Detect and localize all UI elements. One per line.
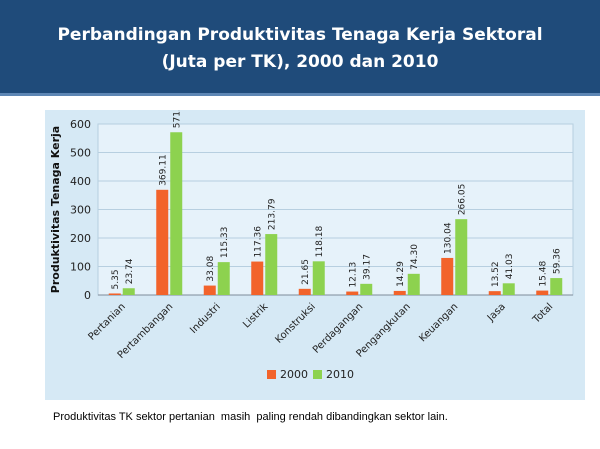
bar-2000 bbox=[393, 290, 406, 295]
x-tick-label: Listrik bbox=[241, 301, 270, 330]
data-label: 130.04 bbox=[443, 222, 453, 254]
bar-2000 bbox=[108, 293, 121, 295]
data-label: 39.17 bbox=[362, 254, 372, 280]
data-label: 15.48 bbox=[538, 261, 548, 287]
y-tick-label: 500 bbox=[70, 147, 91, 160]
data-label: 213.79 bbox=[267, 198, 277, 230]
legend-swatch-2000 bbox=[267, 370, 276, 379]
legend-label: 2010 bbox=[326, 368, 354, 381]
x-tick-label: Total bbox=[530, 301, 555, 326]
x-tick-label: Perdagangan bbox=[311, 301, 365, 355]
data-label: 23.74 bbox=[125, 258, 135, 284]
y-tick-label: 400 bbox=[70, 175, 91, 188]
data-label: 59.36 bbox=[552, 248, 562, 274]
x-tick-label: Pertanian bbox=[86, 301, 127, 342]
title-line-1: Perbandingan Produktivitas Tenaga Kerja … bbox=[57, 25, 543, 45]
bar-2000 bbox=[251, 261, 264, 295]
bar-2000 bbox=[156, 189, 169, 295]
bar-2000 bbox=[298, 288, 311, 295]
y-tick-label: 600 bbox=[70, 118, 91, 131]
data-label: 33.08 bbox=[206, 256, 216, 282]
bar-2010 bbox=[502, 283, 515, 295]
data-label: 369.11 bbox=[158, 154, 168, 186]
legend-label: 2000 bbox=[280, 368, 308, 381]
data-label: 115.33 bbox=[220, 227, 230, 259]
data-label: 41.03 bbox=[505, 254, 515, 280]
bar-2000 bbox=[488, 291, 501, 295]
bar-2010 bbox=[360, 283, 373, 295]
data-label: 117.36 bbox=[253, 226, 263, 258]
x-tick-label: Industri bbox=[188, 301, 223, 336]
bar-2010 bbox=[122, 288, 135, 295]
bar-2010 bbox=[170, 132, 183, 295]
x-tick-label: Jasa bbox=[485, 301, 508, 324]
data-label: 266.05 bbox=[457, 184, 467, 216]
data-label: 14.29 bbox=[396, 261, 406, 287]
bar-2010 bbox=[455, 219, 468, 295]
y-tick-label: 200 bbox=[70, 232, 91, 245]
bar-2000 bbox=[441, 257, 454, 295]
data-label: 5.35 bbox=[111, 269, 121, 289]
chart-title: Perbandingan Produktivitas Tenaga Kerja … bbox=[0, 22, 600, 76]
data-label: 571.06 bbox=[172, 110, 182, 128]
bar-2000 bbox=[346, 291, 359, 295]
footnote: Produktivitas TK sektor pertanian masih … bbox=[53, 411, 448, 423]
x-tick-label: Keuangan bbox=[417, 301, 460, 344]
bar-2010 bbox=[407, 273, 420, 295]
data-label: 12.13 bbox=[348, 262, 358, 288]
data-label: 13.52 bbox=[491, 261, 501, 287]
bar-2010 bbox=[550, 278, 563, 295]
bar-chart: 0 100 200 300 400 500 600 Produktivitas Tenaga … bbox=[49, 110, 574, 381]
y-axis-label: Produktivitas Tenaga Kerja bbox=[49, 126, 62, 293]
bar-2010 bbox=[312, 261, 325, 295]
data-label: 74.30 bbox=[410, 244, 420, 270]
y-tick-label: 0 bbox=[84, 289, 91, 302]
title-banner: Perbandingan Produktivitas Tenaga Kerja … bbox=[0, 0, 600, 96]
bar-2010 bbox=[265, 234, 278, 295]
bar-2000 bbox=[203, 285, 216, 295]
y-tick-label: 100 bbox=[70, 261, 91, 274]
legend-swatch-2010 bbox=[313, 370, 322, 379]
title-line-2: (Juta per TK), 2000 dan 2010 bbox=[161, 52, 439, 72]
y-tick-label: 300 bbox=[70, 204, 91, 217]
data-label: 118.18 bbox=[315, 226, 325, 258]
data-label: 21.65 bbox=[301, 259, 311, 285]
bar-2000 bbox=[536, 290, 549, 295]
bar-2010 bbox=[217, 262, 230, 295]
chart-area: 0 100 200 300 400 500 600 Produktivitas Tenaga … bbox=[45, 110, 585, 400]
x-tick-label: Konstruksi bbox=[273, 301, 317, 345]
